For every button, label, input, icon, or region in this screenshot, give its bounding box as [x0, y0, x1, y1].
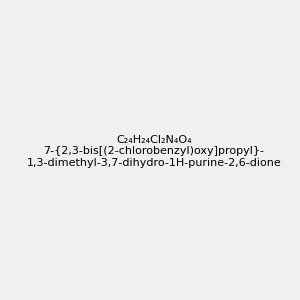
- Text: C₂₄H₂₄Cl₂N₄O₄
7-{2,3-bis[(2-chlorobenzyl)oxy]propyl}-
1,3-dimethyl-3,7-dihydro-1: C₂₄H₂₄Cl₂N₄O₄ 7-{2,3-bis[(2-chlorobenzyl…: [26, 135, 281, 168]
